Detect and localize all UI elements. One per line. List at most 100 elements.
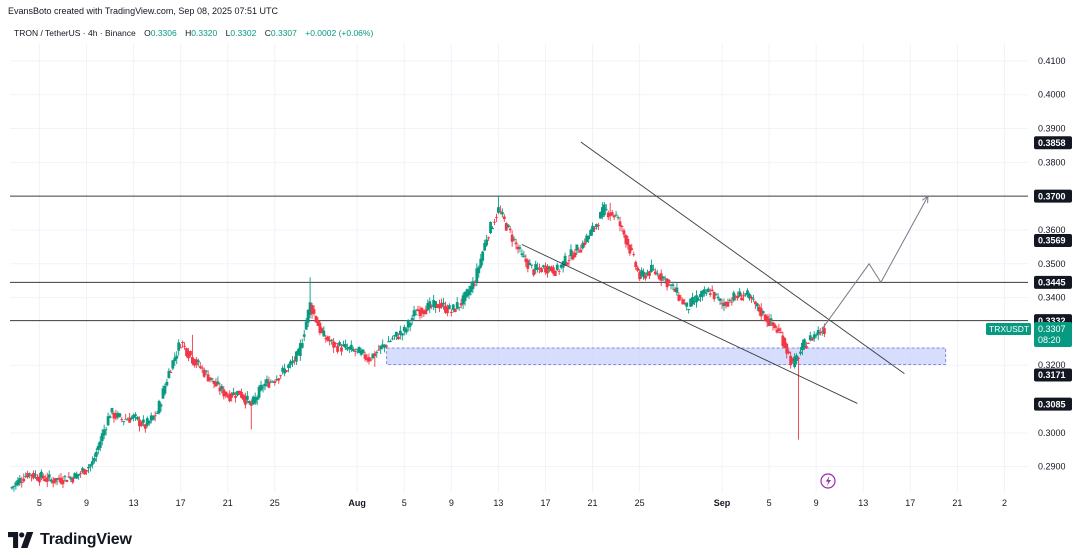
candle <box>26 470 30 479</box>
candle <box>200 365 204 373</box>
candle <box>510 230 514 247</box>
x-tick-label: 17 <box>176 498 186 508</box>
candle <box>802 338 806 351</box>
candle <box>785 342 789 359</box>
candle-body <box>145 418 149 426</box>
candle-body <box>759 308 763 317</box>
candle-body <box>516 246 520 250</box>
candle <box>12 485 16 492</box>
candle <box>79 470 83 478</box>
candle <box>336 342 339 354</box>
time-axis[interactable]: 5 9 13 17 21 25 Aug 5 9 13 17 21 25 Sep 5 9 13 17 21 2 <box>37 498 1007 508</box>
candle-body <box>218 387 222 392</box>
candle <box>316 317 320 326</box>
candle-body <box>816 330 820 335</box>
candle <box>440 298 443 309</box>
tradingview-logo[interactable]: TradingView <box>8 531 132 549</box>
candle-body <box>626 238 630 246</box>
candle <box>314 315 318 324</box>
candle <box>124 413 128 420</box>
candle-body <box>746 290 749 296</box>
candle-body <box>104 429 108 431</box>
candle <box>69 475 73 483</box>
open-label: O <box>144 28 151 38</box>
price-axis[interactable]: 0.4100 0.4000 0.3900 0.3800 0.3600 0.3500 0.34… <box>1038 56 1066 472</box>
candle-body <box>597 225 600 227</box>
candle <box>393 334 396 340</box>
candle-body <box>659 273 663 281</box>
candle-body <box>289 361 292 365</box>
y-tick-label: 0.3500 <box>1038 259 1066 269</box>
price-label-bg <box>1034 189 1072 203</box>
candle <box>422 309 426 317</box>
candle-body <box>748 293 751 299</box>
candle <box>151 415 155 421</box>
candle-body <box>620 226 624 227</box>
high-value: 0.3320 <box>191 28 218 38</box>
x-tick-label: 21 <box>952 498 962 508</box>
candle-body <box>599 212 602 219</box>
candle-body <box>396 336 400 340</box>
candle-body <box>357 347 361 353</box>
alert-icon[interactable] <box>820 473 836 489</box>
candle <box>302 329 306 342</box>
candle-body <box>765 316 769 323</box>
price-label-text: 0.3171 <box>1038 370 1066 380</box>
candle-body <box>706 288 710 293</box>
candle-body <box>194 359 198 366</box>
candle <box>355 348 359 354</box>
candle-body <box>277 378 281 381</box>
symbol-title[interactable]: TRON / TetherUS · 4h · Binance <box>14 28 136 38</box>
candle <box>661 275 665 282</box>
candle <box>420 306 424 319</box>
candle-body <box>451 304 455 310</box>
candle <box>43 474 47 483</box>
candle-body <box>141 419 145 423</box>
candle <box>81 466 84 474</box>
candle <box>245 391 249 404</box>
candle <box>192 358 196 368</box>
candle <box>55 477 59 486</box>
candle-body <box>222 389 226 397</box>
candle-body <box>795 355 798 361</box>
candle-body <box>479 258 483 268</box>
candle-body <box>279 375 283 377</box>
candle <box>159 402 163 412</box>
candle-body <box>167 370 171 379</box>
candle <box>534 260 538 274</box>
candle <box>402 324 406 336</box>
candle-body <box>791 358 795 362</box>
candle-body <box>191 357 194 364</box>
candle <box>485 234 489 247</box>
candle-body <box>138 419 141 427</box>
candle-body <box>769 318 773 321</box>
x-tick-label: 5 <box>402 498 407 508</box>
candle <box>457 306 461 311</box>
candle <box>655 269 659 277</box>
candle <box>332 338 336 353</box>
candle-body <box>449 311 453 313</box>
candle-body <box>130 417 134 420</box>
candle <box>716 293 720 301</box>
candle-body <box>508 228 512 231</box>
candle-body <box>530 264 534 266</box>
candle-body <box>491 227 494 229</box>
candle <box>387 336 390 343</box>
candle <box>291 356 294 367</box>
candle-body <box>691 297 694 305</box>
candle <box>275 375 279 382</box>
candle-body <box>408 323 412 327</box>
candle <box>253 392 257 406</box>
candle-body <box>369 359 373 361</box>
candle <box>459 298 463 309</box>
candle <box>304 317 308 331</box>
candle <box>644 272 647 281</box>
candle-body <box>87 467 90 469</box>
candle <box>143 423 147 433</box>
candle <box>320 327 324 334</box>
candle <box>726 298 730 307</box>
candle <box>744 293 747 297</box>
candle <box>814 332 818 339</box>
candle <box>296 347 300 356</box>
